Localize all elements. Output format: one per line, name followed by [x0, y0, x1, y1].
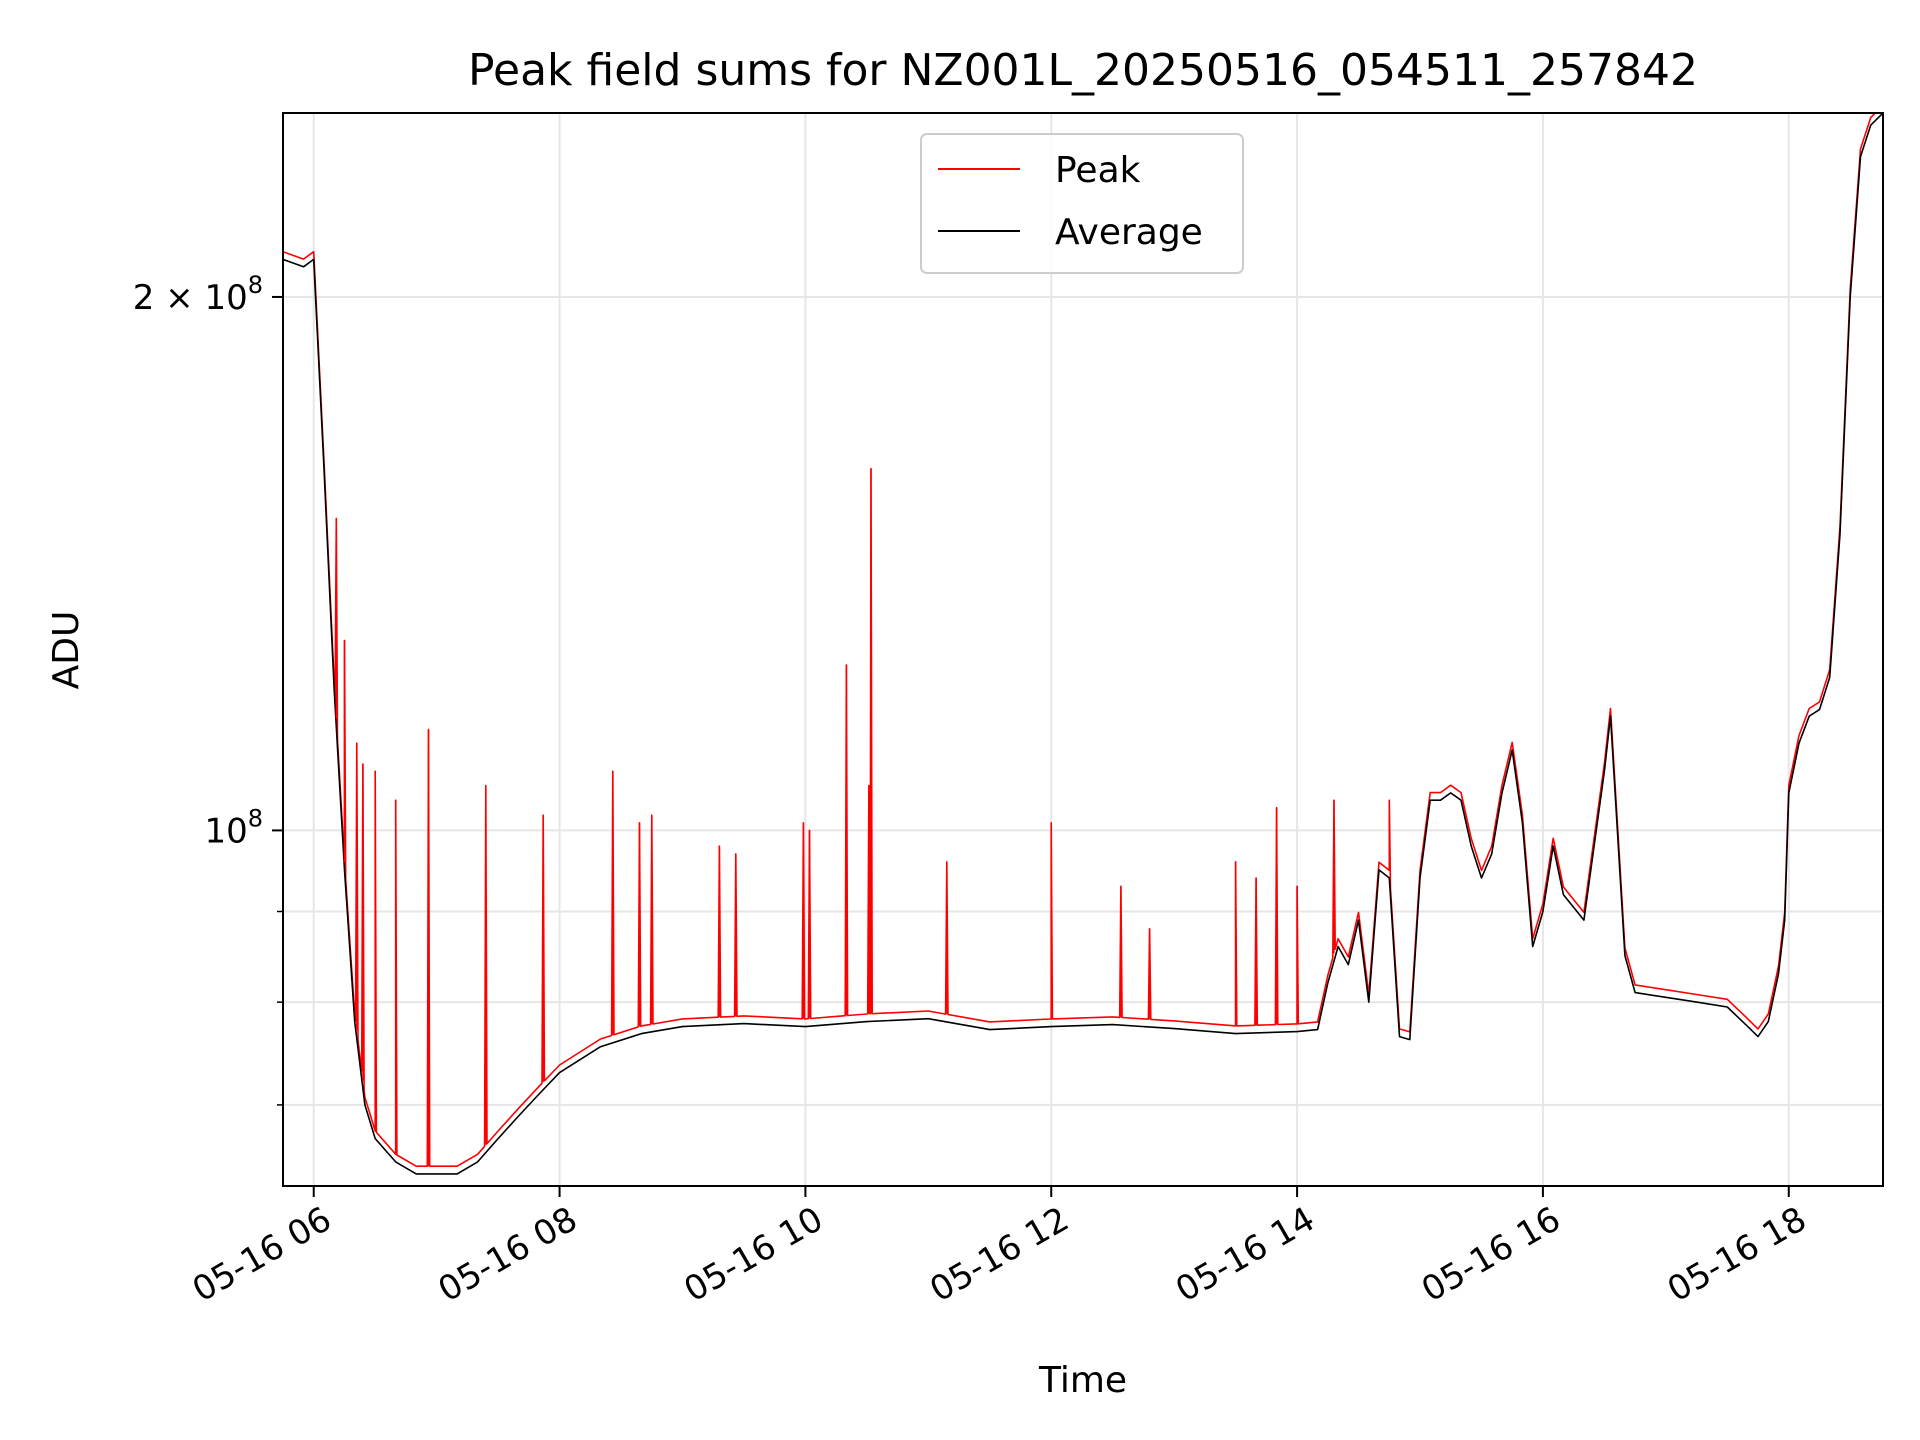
x-tick-label: 05-16 18: [1661, 1199, 1813, 1310]
x-tick-label: 05-16 08: [432, 1199, 584, 1310]
x-tick-label: 05-16 16: [1415, 1199, 1567, 1310]
x-axis-label: Time: [1038, 1360, 1127, 1401]
x-tick-label: 05-16 06: [186, 1199, 338, 1310]
grid-lines: [283, 113, 1883, 1186]
legend-label-peak: Peak: [1055, 150, 1141, 191]
legend: Peak Average: [920, 133, 1244, 274]
y-axis: 108 2 × 108: [133, 271, 283, 1106]
series-line-average: [283, 113, 1883, 1175]
plot-series: [283, 113, 1883, 1175]
y-tick-label: 2 × 108: [133, 271, 263, 318]
plot-frame: [282, 112, 1884, 1187]
x-axis: 05-16 06 05-16 08 05-16 10 05-16 12 05-16 14…: [186, 1186, 1813, 1310]
chart-title: Peak field sums for NZ001L_20250516_0545…: [468, 45, 1698, 96]
x-tick-label: 05-16 10: [678, 1199, 830, 1310]
legend-label-average: Average: [1055, 212, 1203, 253]
y-axis-label: ADU: [46, 611, 87, 690]
x-tick-label: 05-16 12: [923, 1199, 1075, 1310]
y-tick-label: 108: [204, 804, 263, 851]
x-tick-label: 05-16 14: [1169, 1199, 1321, 1310]
